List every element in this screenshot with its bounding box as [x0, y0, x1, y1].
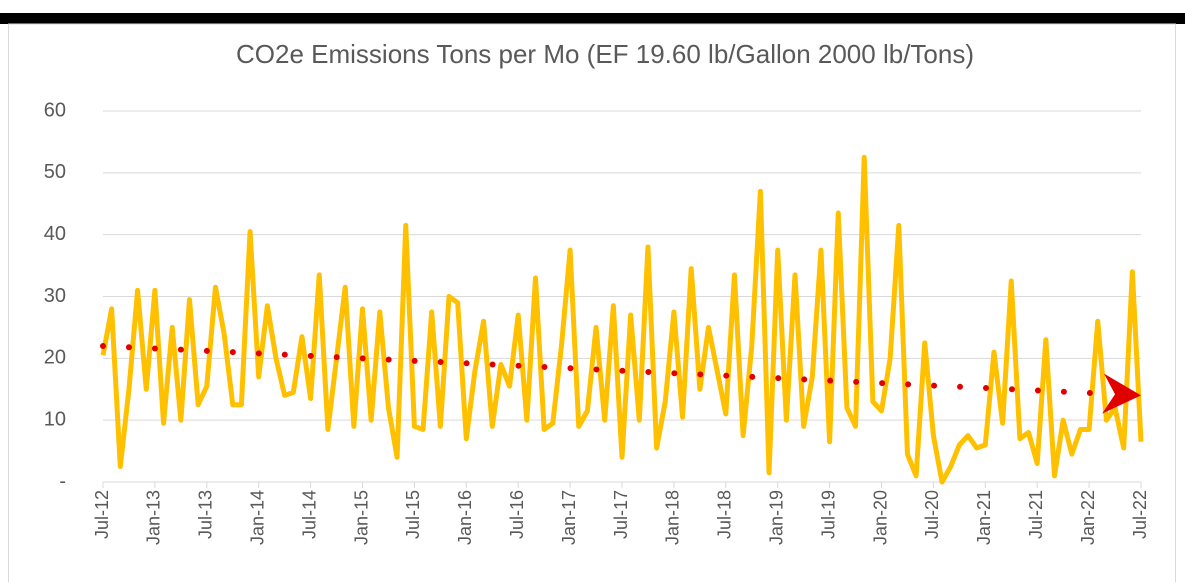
y-tick-label: 20: [44, 347, 66, 369]
x-tick-label: Jul-19: [818, 490, 838, 539]
x-tick-label: Jan-21: [974, 490, 994, 545]
x-tick-label: Jan-16: [455, 490, 475, 545]
trend-arrow: [1102, 373, 1141, 414]
x-tick-label: Jan-14: [247, 490, 267, 545]
x-tick-label: Jul-14: [299, 490, 319, 539]
top-bar: [0, 13, 1185, 24]
y-tick-label: 10: [44, 408, 66, 430]
chart-title: CO2e Emissions Tons per Mo (EF 19.60 lb/…: [236, 39, 974, 69]
x-tick-label: Jan-13: [144, 490, 164, 545]
x-tick-label: Jan-17: [559, 490, 579, 545]
x-tick-label: Jul-15: [403, 490, 423, 539]
y-tick-label: 30: [44, 285, 66, 307]
y-tick-label: 40: [44, 223, 66, 245]
x-tick-label: Jul-16: [507, 490, 527, 539]
x-tick-label: Jul-17: [611, 490, 631, 539]
x-tick-label: Jul-13: [196, 490, 216, 539]
x-tick-label: Jul-18: [715, 490, 735, 539]
data-line: [100, 154, 1144, 485]
y-tick-label: 60: [44, 99, 66, 121]
x-tick-label: Jul-21: [1026, 490, 1046, 539]
x-tick-label: Jan-15: [351, 490, 371, 545]
x-tick-label: Jul-12: [92, 490, 112, 539]
x-tick-label: Jul-20: [922, 490, 942, 539]
x-tick-label: Jan-19: [766, 490, 786, 545]
x-tick-label: Jan-20: [870, 490, 890, 545]
x-tick-label: Jan-22: [1078, 490, 1098, 545]
y-tick-label: 50: [44, 161, 66, 183]
chart-border: [8, 23, 1176, 582]
x-tick-label: Jan-18: [663, 490, 683, 545]
x-tick-label: Jul-22: [1130, 490, 1150, 539]
y-tick-label: -: [59, 470, 66, 492]
